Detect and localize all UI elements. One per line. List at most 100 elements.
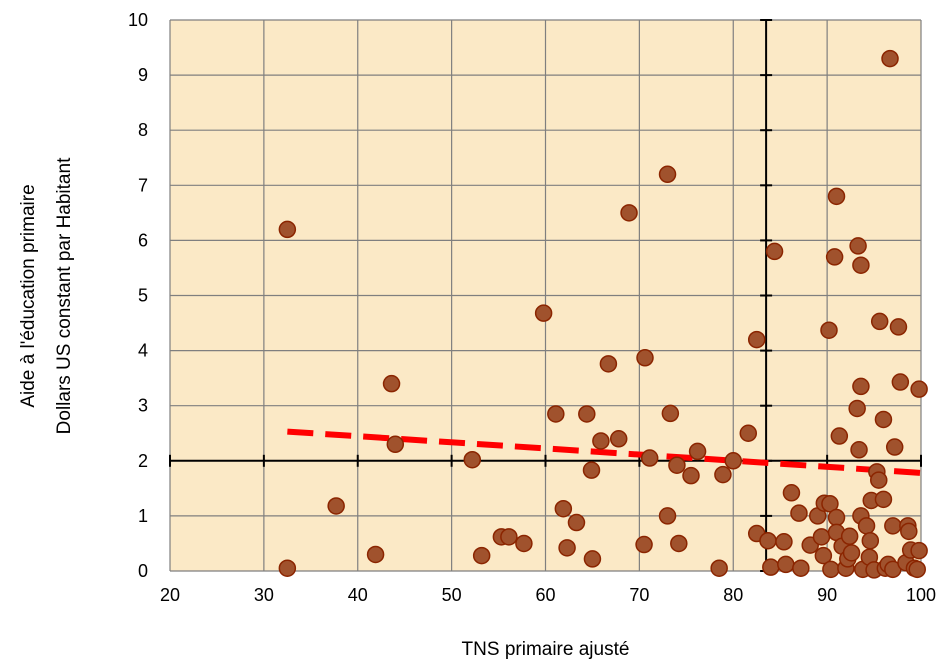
data-point bbox=[714, 465, 732, 484]
data-point bbox=[850, 441, 868, 459]
data-point bbox=[910, 380, 928, 398]
trendline bbox=[287, 428, 922, 476]
y-tick-label: 9 bbox=[138, 65, 148, 85]
data-point bbox=[583, 550, 602, 568]
y-tick-label: 5 bbox=[138, 286, 148, 306]
data-point bbox=[382, 374, 401, 393]
data-point bbox=[861, 531, 880, 550]
x-tick-labels: 20 30 40 50 60 70 80 90 100 bbox=[160, 585, 936, 605]
data-point bbox=[747, 330, 766, 349]
data-point bbox=[885, 438, 904, 456]
data-point bbox=[857, 517, 876, 535]
data-points bbox=[278, 49, 928, 579]
x-tick-label: 20 bbox=[160, 585, 180, 605]
x-tick-label: 50 bbox=[442, 585, 462, 605]
data-point bbox=[636, 349, 654, 367]
data-point bbox=[578, 405, 596, 423]
data-point bbox=[830, 427, 849, 445]
data-point bbox=[874, 410, 893, 429]
data-point bbox=[366, 545, 385, 564]
data-point bbox=[881, 49, 899, 68]
data-point bbox=[558, 539, 576, 557]
data-point bbox=[900, 522, 918, 541]
x-axis-title: TNS primaire ajusté bbox=[462, 639, 630, 660]
x-tick-label: 90 bbox=[817, 585, 837, 605]
data-point bbox=[870, 312, 889, 331]
data-point bbox=[792, 559, 810, 577]
y-axis-title-line-1: Aide à l'éducation primaire bbox=[18, 184, 39, 407]
data-point bbox=[724, 452, 742, 470]
y-axis-title-group: Aide à l'éducation primaire Dollars US c… bbox=[18, 157, 75, 434]
data-point bbox=[891, 373, 910, 391]
data-point bbox=[874, 490, 893, 509]
data-point bbox=[668, 456, 686, 474]
y-tick-label: 7 bbox=[138, 175, 148, 195]
data-point bbox=[609, 430, 628, 448]
data-point bbox=[567, 513, 586, 532]
data-point bbox=[547, 405, 565, 423]
data-point bbox=[278, 559, 297, 577]
x-tick-label: 70 bbox=[629, 585, 649, 605]
data-point bbox=[842, 544, 861, 562]
data-point bbox=[327, 497, 345, 515]
data-point bbox=[515, 534, 533, 553]
data-point bbox=[889, 318, 908, 336]
reference-lines bbox=[169, 19, 922, 572]
data-point bbox=[688, 442, 707, 461]
data-point bbox=[635, 535, 653, 554]
data-point bbox=[910, 541, 928, 560]
data-point bbox=[852, 256, 870, 274]
x-tick-label: 30 bbox=[254, 585, 274, 605]
data-point bbox=[777, 555, 795, 574]
data-point bbox=[710, 559, 728, 577]
data-point bbox=[463, 450, 482, 469]
data-point bbox=[472, 546, 491, 565]
data-point bbox=[884, 517, 902, 535]
data-point bbox=[822, 560, 840, 579]
data-point bbox=[782, 484, 801, 502]
data-point bbox=[765, 242, 784, 261]
data-point bbox=[790, 504, 808, 522]
data-point bbox=[827, 508, 846, 527]
data-point bbox=[554, 499, 573, 518]
x-tick-label: 60 bbox=[535, 585, 555, 605]
data-point bbox=[825, 248, 844, 266]
data-point bbox=[840, 527, 859, 546]
trendline-group bbox=[287, 428, 922, 476]
data-point bbox=[640, 449, 659, 467]
y-axis-title-line-2: Dollars US constant par Habitant bbox=[54, 157, 75, 434]
y-tick-label: 0 bbox=[138, 561, 148, 581]
data-point bbox=[759, 531, 777, 550]
data-point bbox=[599, 355, 618, 373]
y-tick-label: 4 bbox=[138, 341, 148, 361]
y-tick-label: 3 bbox=[138, 396, 148, 416]
x-tick-label: 40 bbox=[348, 585, 368, 605]
x-tick-label: 80 bbox=[723, 585, 743, 605]
data-point bbox=[820, 321, 838, 339]
y-tick-label: 8 bbox=[138, 120, 148, 140]
y-tick-label: 1 bbox=[138, 506, 148, 526]
data-point bbox=[386, 435, 405, 454]
data-point bbox=[278, 220, 297, 239]
data-point bbox=[620, 204, 638, 222]
data-point bbox=[739, 424, 758, 442]
data-point bbox=[762, 558, 780, 576]
y-tick-labels: 0 1 2 3 4 5 6 7 8 9 10 bbox=[128, 10, 148, 581]
data-point bbox=[775, 533, 793, 551]
data-point bbox=[849, 237, 867, 255]
data-point bbox=[658, 507, 677, 525]
data-point bbox=[814, 546, 833, 565]
data-point bbox=[670, 534, 688, 553]
data-point bbox=[661, 404, 680, 423]
y-tick-label: 2 bbox=[138, 451, 148, 471]
data-point bbox=[534, 304, 553, 322]
y-tick-label: 10 bbox=[128, 10, 148, 30]
data-point bbox=[852, 377, 870, 396]
data-point bbox=[582, 461, 601, 479]
data-point bbox=[812, 528, 831, 546]
data-point bbox=[682, 466, 700, 485]
data-point bbox=[658, 165, 677, 184]
data-point bbox=[848, 399, 866, 418]
data-point bbox=[870, 471, 888, 489]
